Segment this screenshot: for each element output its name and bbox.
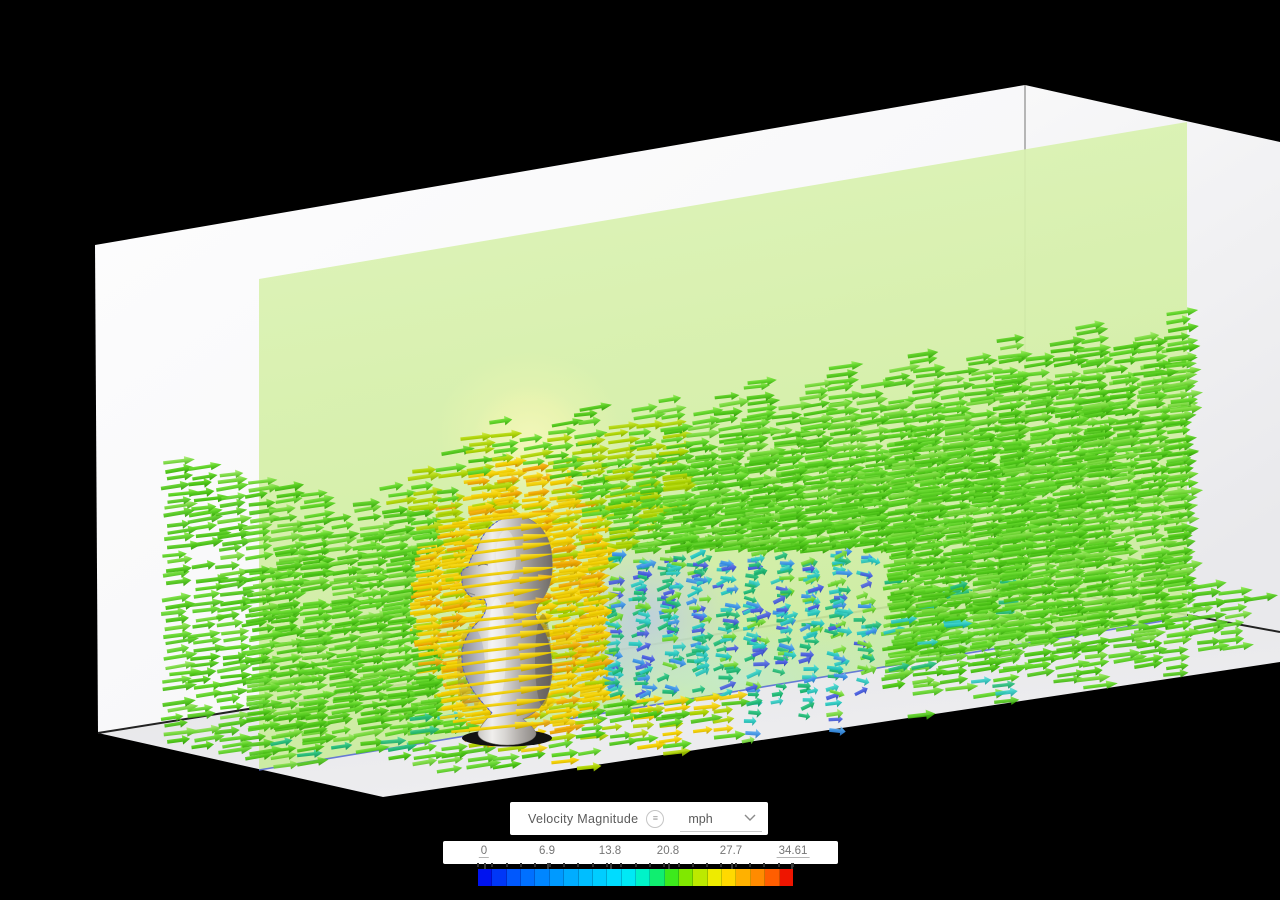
colorbar-segment (736, 869, 751, 886)
result-field-bar: Velocity Magnitude ≡ mph (510, 802, 768, 835)
colorbar-segment (679, 869, 694, 886)
colorbar-segment (607, 869, 622, 886)
colorbar-segment (650, 869, 665, 886)
legend-tick (620, 863, 623, 867)
legend-tick (548, 863, 551, 867)
colorbar-segment (535, 869, 550, 886)
colorbar-segment (664, 869, 680, 886)
legend-tick (634, 863, 637, 867)
legend-tick-major (610, 863, 612, 870)
legend-tick-major (484, 863, 486, 870)
legend-tick (477, 863, 479, 867)
colorbar-segment (635, 869, 651, 886)
legend-tick (648, 863, 651, 867)
unit-value: mph (688, 811, 713, 826)
colorbar-segment (564, 869, 579, 886)
legend-label-6.9: 6.9 (539, 845, 555, 857)
colorbar-segment (779, 869, 793, 886)
colorbar-segment (506, 869, 522, 886)
colorbar-segment (707, 869, 723, 886)
colorbar-segment (693, 869, 708, 886)
legend-tick (663, 863, 666, 867)
model-mouth (465, 591, 476, 596)
legend-tick (591, 863, 594, 867)
legend-tick-major (547, 863, 549, 870)
legend-label-0[interactable]: 0 (478, 845, 490, 858)
legend-tick (520, 863, 522, 867)
colorbar-segment (750, 869, 766, 886)
colorbar-segment (765, 869, 780, 886)
legend-tick (691, 863, 694, 867)
unit-underline (680, 831, 763, 832)
unit-select[interactable]: mph (678, 802, 766, 835)
colorbar-segment (722, 869, 737, 886)
legend-label-27.7: 27.7 (719, 845, 743, 857)
legend-tick (734, 863, 737, 867)
colorbar-segment (578, 869, 593, 886)
legend-tick (706, 863, 709, 867)
legend-tick (605, 863, 608, 867)
legend-label-13.8: 13.8 (598, 845, 622, 857)
colorbar-segment (478, 869, 493, 886)
colorbar-segment (549, 869, 565, 886)
legend-tick (792, 863, 794, 867)
legend-tick (720, 863, 723, 867)
legend-colorbar (478, 869, 793, 886)
legend-ticks (477, 863, 794, 870)
legend-tick (677, 863, 680, 867)
legend-tick (562, 863, 565, 867)
colorbar-segment (621, 869, 636, 886)
legend-label-34.61[interactable]: 34.61 (776, 845, 810, 858)
legend-tick (749, 863, 751, 867)
legend-tick (505, 863, 508, 867)
colorbar-segment (492, 869, 507, 886)
menu-circle-icon[interactable]: ≡ (646, 809, 665, 828)
legend-tick (577, 863, 580, 867)
legend-tick (534, 863, 537, 867)
chevron-down-icon (744, 814, 756, 821)
legend-tick (777, 863, 780, 867)
colorbar-segment (521, 869, 536, 886)
result-field-selector[interactable]: Velocity Magnitude (528, 811, 639, 826)
colorbar-segment (592, 869, 608, 886)
legend-tick-major (791, 863, 793, 870)
legend-tick-major (731, 863, 733, 870)
legend-tick (491, 863, 494, 867)
legend-tick-major (668, 863, 670, 870)
legend-labels: 0 6.9 13.8 20.8 27.7 34.61 (443, 841, 838, 864)
legend-tick (763, 863, 766, 867)
legend-label-20.8: 20.8 (656, 845, 680, 857)
